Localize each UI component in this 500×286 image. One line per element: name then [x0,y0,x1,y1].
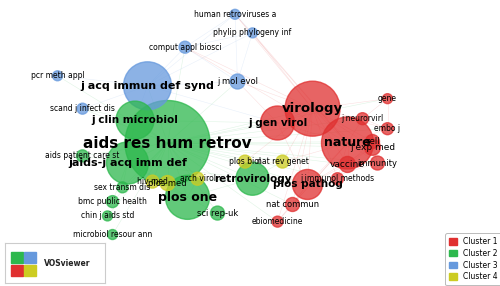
Text: chin j aids std: chin j aids std [81,211,134,221]
Text: j acq immun def synd: j acq immun def synd [80,81,214,91]
Ellipse shape [76,150,88,162]
Ellipse shape [102,211,113,221]
Ellipse shape [364,139,380,155]
Text: comput appl biosci: comput appl biosci [148,43,222,52]
Ellipse shape [370,156,384,170]
Text: plos one: plos one [158,191,217,204]
Text: plos med: plos med [148,178,187,188]
Ellipse shape [146,175,159,188]
Ellipse shape [322,117,374,169]
Text: scand j infect dis: scand j infect dis [50,104,115,113]
Ellipse shape [332,173,344,185]
Text: cell: cell [365,137,380,146]
Legend: Cluster 1, Cluster 2, Cluster 3, Cluster 4: Cluster 1, Cluster 2, Cluster 3, Cluster… [445,233,500,285]
Ellipse shape [52,71,62,81]
Text: phylip phylogeny inf: phylip phylogeny inf [214,28,292,37]
Ellipse shape [106,196,118,208]
Text: nat rev genet: nat rev genet [256,157,308,166]
Text: human retroviruses a: human retroviruses a [194,10,276,19]
Ellipse shape [292,170,322,199]
Bar [11,252,23,263]
Text: jaids-j acq imm def: jaids-j acq imm def [68,158,187,168]
Text: plos pathog: plos pathog [272,180,342,189]
Ellipse shape [160,176,175,190]
Text: retrovirology: retrovirology [214,174,291,184]
Ellipse shape [191,172,204,185]
Bar [24,252,36,263]
Ellipse shape [210,206,224,220]
Text: nature: nature [324,136,371,150]
Bar [11,265,23,276]
Text: aids res hum retrov: aids res hum retrov [83,136,252,150]
Text: j gen virol: j gen virol [248,118,307,128]
Ellipse shape [117,182,128,193]
Text: microbiol resour ann: microbiol resour ann [73,230,152,239]
Ellipse shape [286,198,300,211]
Text: gene: gene [378,94,397,103]
Text: j exp med: j exp med [350,143,395,152]
Ellipse shape [260,106,294,140]
Text: sci rep-uk: sci rep-uk [197,208,238,218]
Text: arch virol: arch virol [180,174,216,183]
Text: virology: virology [282,102,343,115]
Ellipse shape [77,103,88,114]
Ellipse shape [116,101,154,139]
Ellipse shape [285,81,340,136]
Text: j immunol methods: j immunol methods [300,174,374,183]
Ellipse shape [230,9,240,19]
Ellipse shape [125,100,210,186]
Text: nat commun: nat commun [266,200,319,209]
Text: bmc public health: bmc public health [78,197,147,206]
Text: plos biol: plos biol [229,157,261,166]
Text: VOSviewer: VOSviewer [44,259,90,268]
Ellipse shape [238,155,252,168]
Text: immunity: immunity [358,158,398,168]
Bar [24,265,36,276]
Text: j mol evol: j mol evol [217,77,258,86]
Ellipse shape [272,216,283,227]
Ellipse shape [276,155,289,168]
Text: hiv med: hiv med [137,177,168,186]
Ellipse shape [366,135,380,148]
Ellipse shape [106,142,148,184]
Ellipse shape [179,41,191,53]
Text: sex transm dis: sex transm dis [94,183,150,192]
Text: vaccine: vaccine [330,160,365,169]
Ellipse shape [382,123,394,135]
Text: ebiomedicine: ebiomedicine [252,217,303,226]
Ellipse shape [230,74,245,89]
Ellipse shape [340,156,355,172]
Text: j clin microbiol: j clin microbiol [92,115,178,125]
Ellipse shape [166,175,210,219]
Ellipse shape [124,62,172,110]
Ellipse shape [356,113,368,125]
Ellipse shape [248,28,258,38]
Text: embo j: embo j [374,124,400,133]
Ellipse shape [108,230,118,239]
Ellipse shape [236,162,269,195]
Text: aids patient care st: aids patient care st [46,151,120,160]
Ellipse shape [382,94,392,104]
Text: j neurorvirl: j neurorvirl [342,114,384,123]
Text: pcr meth appl: pcr meth appl [30,71,84,80]
